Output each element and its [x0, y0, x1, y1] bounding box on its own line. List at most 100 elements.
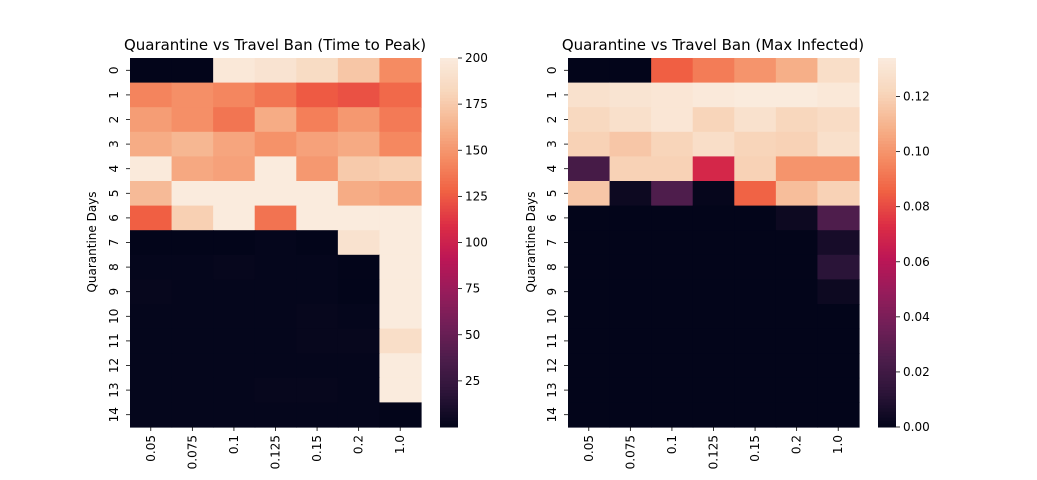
colorbar-strip — [440, 285, 458, 290]
colorbar-strip — [440, 297, 458, 302]
colorbar-strip — [440, 236, 458, 240]
colorbar-strip — [878, 276, 896, 280]
heatmap-cell — [213, 230, 256, 256]
colorbar-strip — [878, 328, 896, 333]
heatmap-cell — [651, 230, 694, 256]
heatmap-cell — [171, 58, 214, 84]
heatmap-cell — [775, 279, 819, 305]
heatmap-cell — [734, 82, 777, 108]
heatmap-cell — [692, 328, 735, 354]
heatmap-cell — [337, 377, 381, 403]
heatmap-cell — [254, 304, 297, 330]
colorbar-strip — [440, 387, 458, 391]
heatmap-cell — [130, 156, 173, 182]
heatmap-cell — [651, 181, 694, 207]
colorbar-strip — [878, 199, 896, 204]
heatmap-cell — [379, 402, 422, 428]
heatmap-cell — [734, 156, 777, 182]
heatmap-cell — [775, 82, 819, 108]
colorbar-strip — [878, 356, 896, 360]
heatmap-cell — [213, 205, 256, 231]
colorbar-strip — [440, 353, 458, 357]
colorbar-strip — [878, 131, 896, 136]
heatmap-cell — [568, 82, 611, 108]
colorbar-strip — [878, 122, 896, 127]
heatmap-cell — [213, 353, 256, 379]
heatmap-cell — [296, 279, 339, 305]
y-tick-label: 11 — [545, 333, 559, 348]
heatmap-cell — [213, 181, 256, 207]
colorbar-strip — [878, 58, 896, 62]
heatmap-cell — [692, 82, 735, 108]
colorbar-strip — [440, 313, 458, 317]
colorbar-strip — [440, 331, 458, 336]
colorbar-strip — [878, 147, 896, 151]
heatmap-cell — [817, 377, 860, 403]
colorbar-strip — [440, 107, 458, 111]
heatmap-cell — [337, 254, 381, 280]
colorbar-strip — [440, 291, 458, 296]
colorbar-strip — [878, 411, 896, 416]
heatmap-cell — [817, 82, 860, 108]
colorbar-strip — [440, 377, 458, 382]
heatmap-cell — [254, 181, 297, 207]
colorbar-strip — [440, 337, 458, 342]
heatmap-cell — [609, 107, 652, 133]
heatmap-cell — [213, 107, 256, 133]
heatmap-cell — [568, 279, 611, 305]
heatmap-cell — [171, 304, 214, 330]
colorbar-strip — [440, 279, 458, 283]
colorbar-strip — [440, 202, 458, 207]
heatmap-cell — [568, 156, 611, 182]
heatmap-cell — [213, 328, 256, 354]
heatmap-cell — [171, 279, 214, 305]
heatmap-cell — [171, 156, 214, 182]
colorbar-strip — [440, 248, 458, 253]
heatmap-cell — [651, 377, 694, 403]
heatmap-cell — [254, 279, 297, 305]
colorbar-strip — [440, 220, 458, 225]
colorbar-strip — [878, 224, 896, 228]
heatmap-cell — [337, 402, 381, 428]
heatmap-cell — [817, 402, 860, 428]
colorbar-strip — [440, 184, 458, 188]
colorbar-strip — [878, 128, 896, 133]
colorbar-strip — [440, 104, 458, 108]
chart-2-x-ticks: 0.05 0.075 0.1 0.125 0.15 0.2 1.0 — [582, 427, 845, 469]
y-tick-label: 2 — [107, 116, 121, 124]
heatmap-cell — [171, 254, 214, 280]
y-tick-label: 5 — [545, 189, 559, 197]
heatmap-cell — [692, 402, 735, 428]
colorbar-strip — [440, 134, 458, 139]
y-tick-label: 10 — [107, 309, 121, 324]
colorbar-strip — [878, 220, 896, 225]
heatmap-cell — [213, 156, 256, 182]
colorbar-tick-label: 175 — [465, 97, 488, 111]
colorbar-strip — [440, 187, 458, 191]
heatmap-cell — [651, 205, 694, 231]
x-tick-label: 0.05 — [582, 435, 596, 462]
heatmap-cell — [296, 205, 339, 231]
y-tick-label: 8 — [545, 263, 559, 271]
heatmap-cell — [651, 279, 694, 305]
heatmap-cell — [734, 181, 777, 207]
heatmap-cell — [609, 328, 652, 354]
heatmap-cell — [213, 131, 256, 157]
colorbar-strip — [878, 144, 896, 148]
colorbar-tick-label: 0.12 — [903, 90, 930, 104]
heatmap-cell — [692, 58, 735, 84]
colorbar-strip — [878, 184, 896, 188]
colorbar-strip — [878, 248, 896, 253]
colorbar-strip — [878, 230, 896, 234]
heatmap-cell — [296, 304, 339, 330]
heatmap-cell — [651, 82, 694, 108]
colorbar-strip — [440, 94, 458, 99]
colorbar-strip — [878, 227, 896, 231]
heatmap-cell — [775, 107, 819, 133]
colorbar-strip — [878, 423, 896, 428]
heatmap-cell — [171, 328, 214, 354]
heatmap-cell — [651, 58, 694, 84]
heatmap-cell — [692, 353, 735, 379]
heatmap-cell — [379, 107, 422, 133]
colorbar-strip — [440, 254, 458, 259]
